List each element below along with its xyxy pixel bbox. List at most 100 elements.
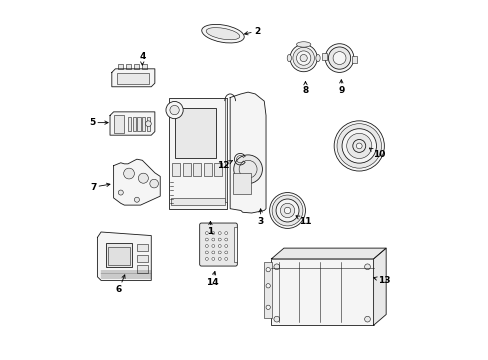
Circle shape — [218, 231, 221, 234]
Polygon shape — [110, 112, 155, 135]
Circle shape — [239, 160, 257, 178]
Circle shape — [346, 134, 371, 158]
Bar — [137, 255, 147, 262]
Circle shape — [224, 257, 227, 260]
Ellipse shape — [202, 24, 244, 43]
Bar — [214, 163, 222, 176]
Circle shape — [205, 244, 208, 247]
Bar — [174, 108, 215, 158]
Circle shape — [269, 193, 305, 228]
Bar — [142, 117, 145, 131]
Text: 13: 13 — [373, 276, 390, 285]
Circle shape — [218, 251, 221, 254]
Text: 11: 11 — [295, 216, 311, 226]
Text: 6: 6 — [116, 275, 125, 294]
Polygon shape — [373, 248, 386, 325]
Bar — [193, 163, 201, 176]
Circle shape — [224, 251, 227, 254]
Text: 10: 10 — [368, 148, 385, 159]
Circle shape — [332, 51, 346, 64]
FancyBboxPatch shape — [169, 98, 226, 209]
Bar — [203, 163, 211, 176]
Circle shape — [211, 244, 214, 247]
Polygon shape — [113, 159, 160, 205]
Circle shape — [265, 305, 270, 310]
Polygon shape — [97, 232, 151, 280]
Circle shape — [224, 244, 227, 247]
Circle shape — [211, 251, 214, 254]
Circle shape — [145, 121, 151, 127]
Bar — [117, 73, 149, 84]
Circle shape — [224, 231, 227, 234]
Circle shape — [356, 143, 362, 149]
Text: 14: 14 — [205, 271, 218, 287]
Circle shape — [341, 129, 376, 163]
Text: 8: 8 — [302, 81, 308, 95]
Circle shape — [165, 102, 183, 119]
Circle shape — [352, 139, 365, 152]
Circle shape — [134, 197, 139, 202]
Circle shape — [325, 44, 353, 72]
Circle shape — [364, 316, 369, 322]
Circle shape — [364, 264, 369, 270]
Circle shape — [273, 316, 279, 322]
Bar — [172, 163, 180, 176]
Bar — [321, 53, 326, 60]
Bar — [234, 226, 237, 262]
Circle shape — [289, 44, 317, 72]
Polygon shape — [271, 248, 386, 259]
Ellipse shape — [296, 42, 310, 47]
Ellipse shape — [206, 28, 239, 40]
Bar — [134, 64, 139, 69]
Circle shape — [333, 121, 384, 171]
Bar — [106, 243, 131, 267]
Circle shape — [265, 267, 270, 272]
Bar — [142, 64, 147, 69]
Circle shape — [149, 179, 158, 188]
Circle shape — [211, 257, 214, 260]
Bar — [113, 115, 124, 133]
FancyBboxPatch shape — [199, 223, 237, 266]
Bar — [137, 117, 140, 131]
Bar — [264, 262, 271, 318]
Bar — [137, 244, 147, 251]
Bar — [108, 247, 129, 265]
Bar — [128, 117, 131, 131]
Circle shape — [211, 231, 214, 234]
Circle shape — [233, 155, 262, 184]
Bar — [146, 117, 149, 131]
Circle shape — [300, 54, 306, 62]
Bar — [171, 198, 224, 205]
Circle shape — [284, 207, 290, 214]
Bar — [118, 64, 123, 69]
Ellipse shape — [286, 54, 291, 62]
Circle shape — [118, 190, 123, 195]
Polygon shape — [230, 92, 265, 213]
Bar — [351, 56, 356, 63]
Bar — [132, 117, 136, 131]
Circle shape — [218, 238, 221, 241]
Bar — [271, 259, 373, 325]
Circle shape — [205, 231, 208, 234]
Text: 12: 12 — [216, 161, 232, 170]
Circle shape — [138, 173, 148, 183]
Circle shape — [205, 238, 208, 241]
Circle shape — [211, 238, 214, 241]
Bar — [126, 64, 131, 69]
Text: 3: 3 — [257, 209, 263, 226]
Bar — [233, 173, 250, 194]
Polygon shape — [112, 69, 155, 87]
Circle shape — [271, 195, 303, 226]
Text: 9: 9 — [337, 80, 344, 95]
Ellipse shape — [315, 54, 320, 62]
Text: 2: 2 — [244, 27, 260, 36]
Bar — [137, 265, 147, 273]
Circle shape — [123, 168, 134, 179]
Bar — [183, 163, 190, 176]
Circle shape — [218, 257, 221, 260]
Circle shape — [169, 105, 179, 115]
Circle shape — [328, 47, 350, 69]
Circle shape — [273, 264, 279, 270]
Circle shape — [280, 203, 294, 218]
Text: 5: 5 — [89, 118, 108, 127]
